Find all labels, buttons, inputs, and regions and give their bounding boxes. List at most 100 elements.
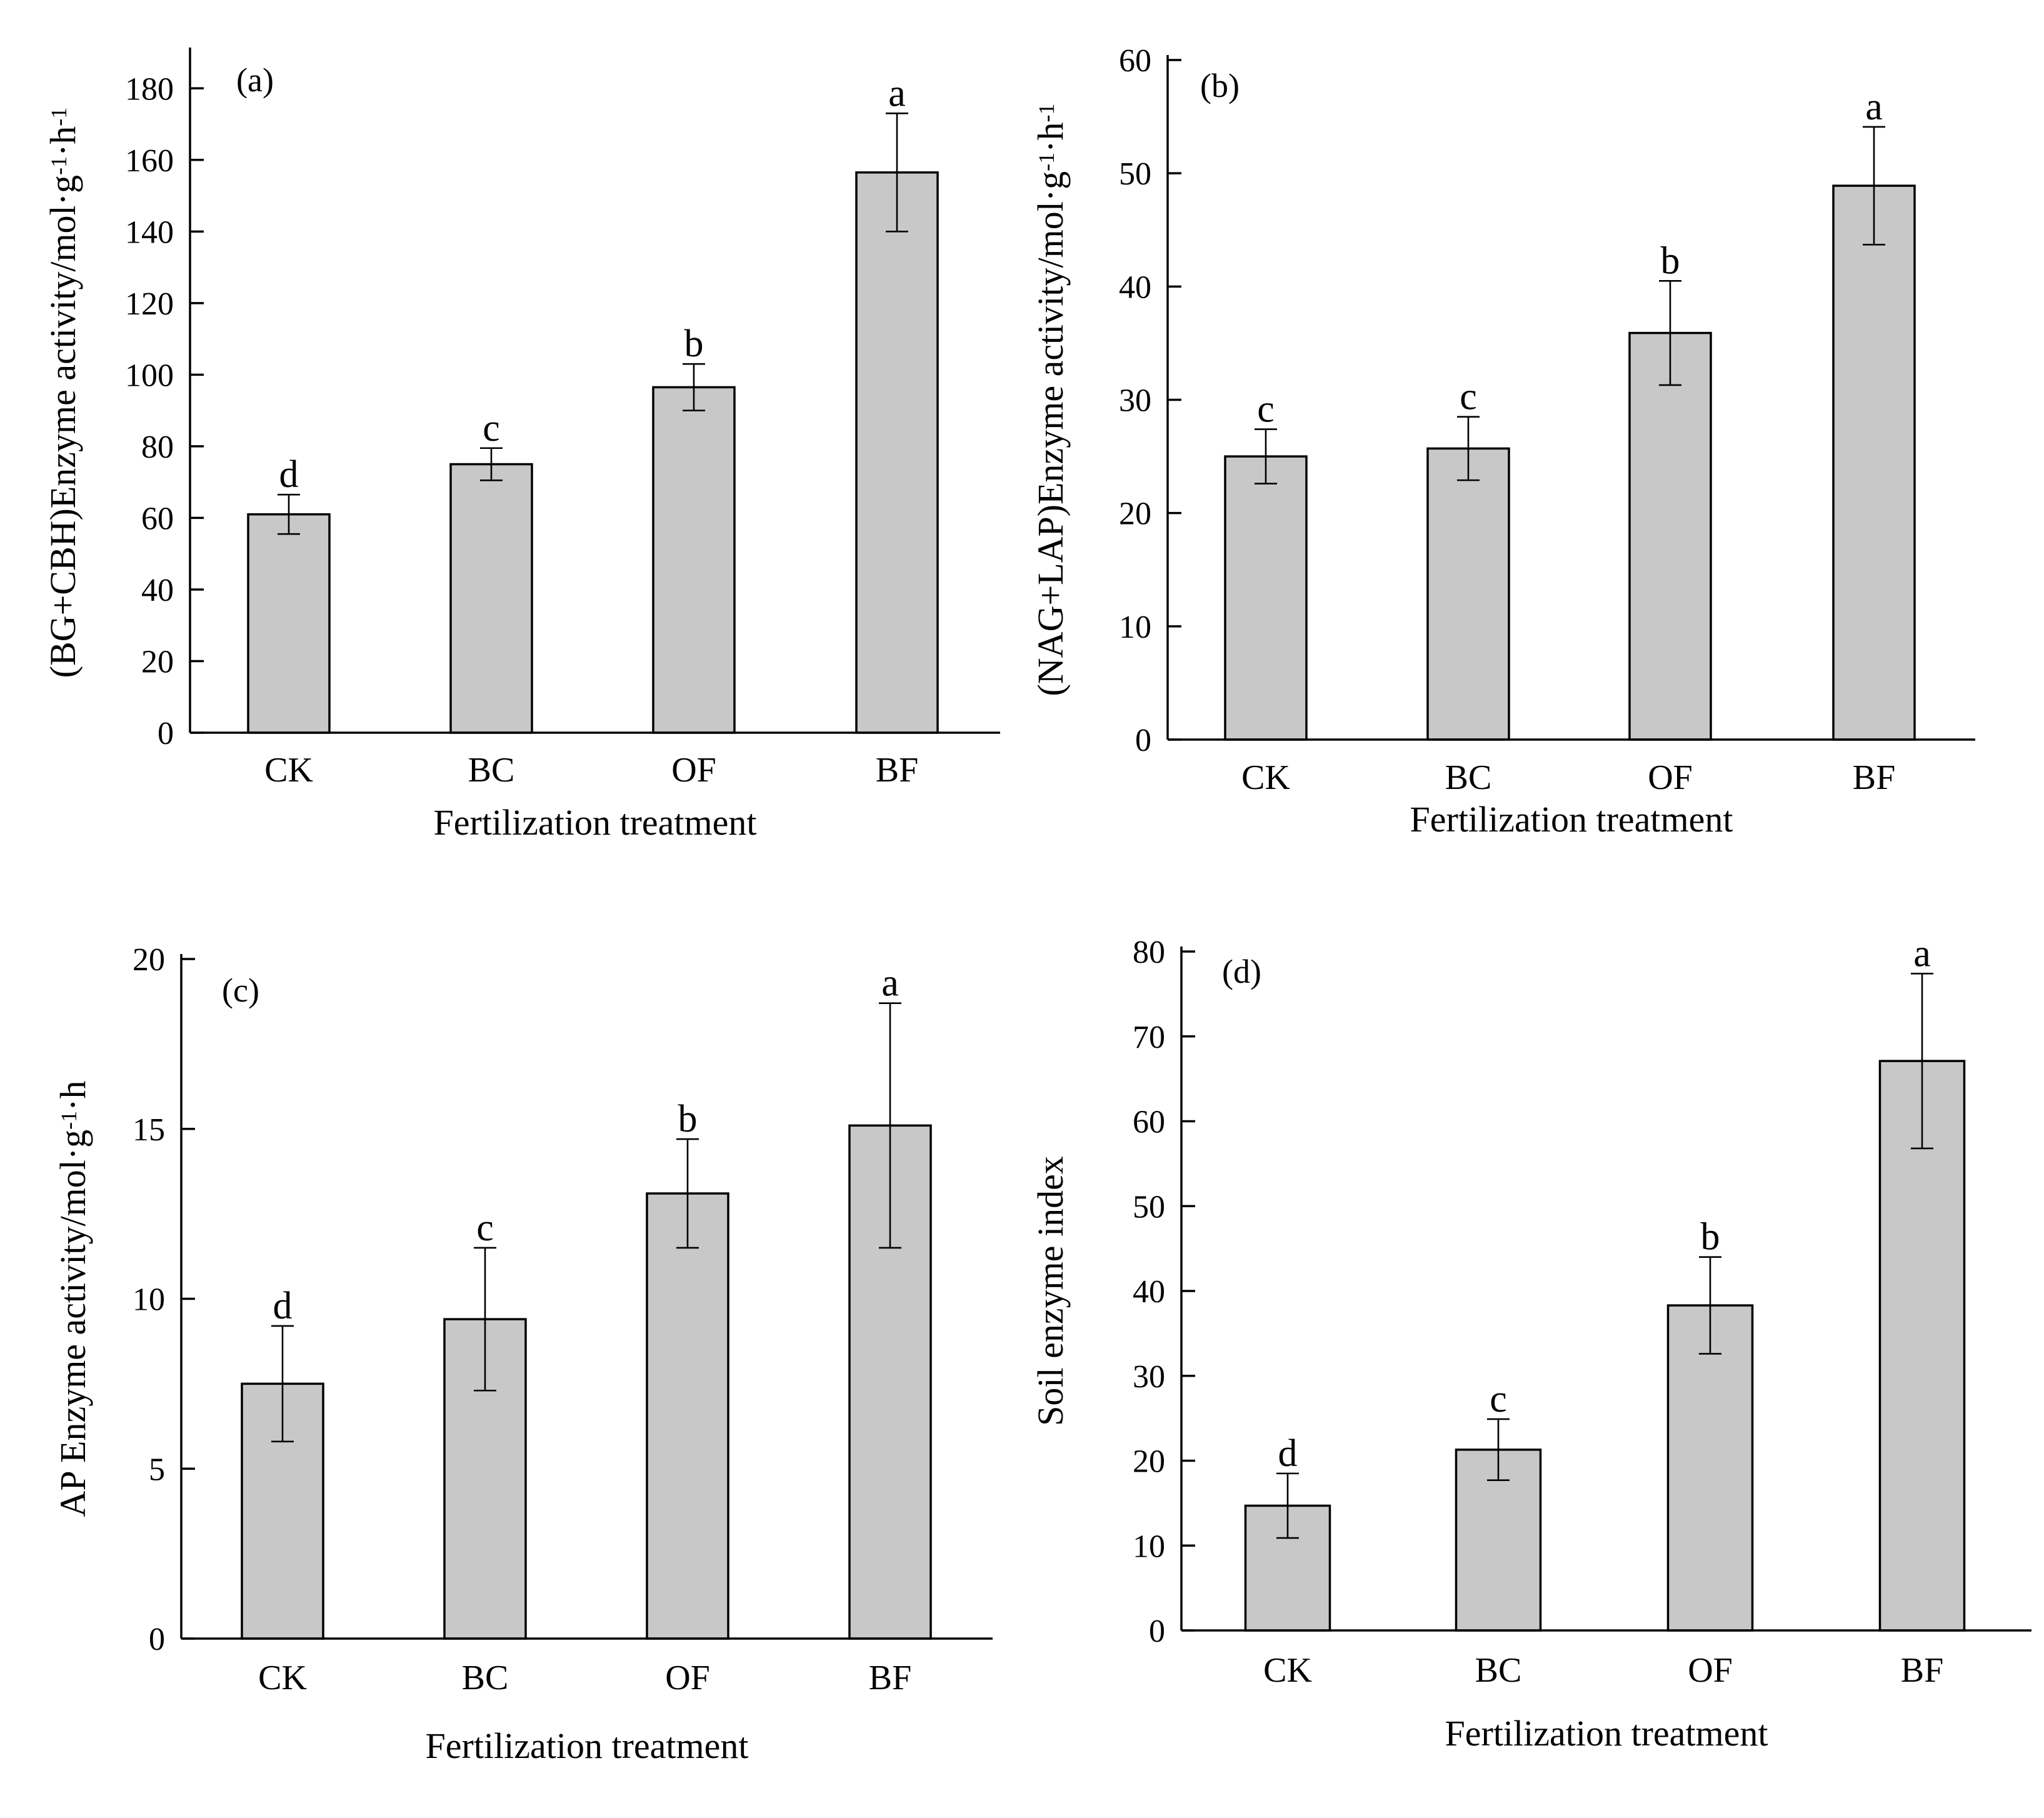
y-axis-title-superscript: -1	[1034, 103, 1059, 122]
panel-label: (c)	[222, 972, 259, 1009]
significance-label: b	[1661, 239, 1680, 282]
x-axis-title: Fertilization treatment	[434, 802, 757, 843]
y-tick-label: 140	[125, 214, 174, 250]
x-tick-label: BF	[1853, 758, 1896, 797]
bar-bc	[1426, 447, 1510, 741]
significance-label: a	[1913, 932, 1931, 975]
y-tick-label: 80	[141, 429, 174, 465]
panel-label: (d)	[1222, 953, 1261, 990]
y-tick-label: 50	[1133, 1189, 1165, 1225]
y-axis-title-superscript: -1	[1034, 153, 1059, 171]
bar-ck	[1224, 455, 1308, 741]
y-tick-label: 100	[125, 358, 174, 393]
significance-label: a	[881, 962, 899, 1005]
y-tick-label: 50	[1119, 156, 1151, 192]
significance-label: b	[678, 1098, 698, 1140]
x-tick-label: BC	[468, 751, 515, 790]
significance-label: d	[1278, 1432, 1298, 1475]
bar-of	[646, 1192, 729, 1640]
y-tick-label: 30	[1119, 383, 1151, 419]
significance-label: b	[684, 323, 704, 365]
y-axis-title: AP Enzyme activity/mol·g-1·h	[53, 1081, 93, 1517]
bar-bc	[1455, 1449, 1542, 1632]
y-tick-label: 30	[1133, 1359, 1165, 1395]
y-tick-label: 15	[133, 1112, 165, 1148]
y-tick-label: 70	[1133, 1020, 1165, 1055]
y-axis-title: (NAG+LAP)Enzyme activity/mol·g-1·h-1	[1030, 103, 1071, 696]
y-tick-label: 10	[1133, 1529, 1165, 1564]
x-tick-label: BF	[876, 751, 919, 790]
panel-label: (b)	[1200, 67, 1240, 104]
x-tick-label: CK	[264, 751, 313, 790]
y-axis-title: (BG+CBH)Enzyme activity/mol·g-1·h-1	[43, 108, 83, 678]
y-tick-label: 10	[1119, 610, 1151, 645]
y-tick-label: 20	[1119, 496, 1151, 532]
bar-bf	[1832, 184, 1916, 741]
panel-label: (a)	[236, 61, 274, 99]
y-tick-label: 20	[141, 644, 174, 680]
y-tick-label: 20	[1133, 1444, 1165, 1480]
y-axis-title-part: (NAG+LAP)Enzyme activity/mol·g	[1030, 171, 1071, 696]
significance-label: a	[1865, 86, 1883, 128]
x-tick-label: CK	[1241, 758, 1290, 797]
significance-label: c	[1257, 388, 1275, 431]
x-axis-title: Fertilization treatment	[1410, 799, 1733, 840]
y-tick-label: 5	[149, 1452, 165, 1487]
significance-label: c	[1490, 1378, 1507, 1420]
chart-panel-a: d CK c BC b OF a BF 0 20 40 60 80 100 120 140 160 180 Fert…	[43, 48, 1000, 843]
y-axis-title-part: ·h	[53, 1081, 93, 1111]
y-tick-label: 40	[1133, 1274, 1165, 1310]
x-tick-label: BC	[1445, 758, 1492, 797]
y-tick-label: 160	[125, 143, 174, 179]
y-tick-label: 0	[158, 716, 174, 751]
chart-panel-d: d CK c BC b OF a BF 0 10 20 30 40 50 60 70 80 Fertilizati…	[1030, 932, 2031, 1754]
chart-panel-b: c CK c BC b OF a BF 0 10 20 30 40 50 60 Fertilization t…	[1030, 43, 1975, 840]
x-tick-label: OF	[671, 751, 716, 790]
bar-of	[1628, 331, 1712, 741]
significance-label: c	[483, 407, 500, 449]
y-tick-label: 60	[141, 501, 174, 536]
chart-panel-c: d CK c BC b OF a BF 0 5 10 15 20 Fertilization treatm…	[53, 942, 993, 1766]
y-axis-title-part: (BG+CBH)Enzyme activity/mol·g	[43, 175, 83, 678]
x-axis-title: Fertilization treatment	[426, 1725, 749, 1766]
significance-label: d	[279, 453, 299, 496]
x-tick-label: CK	[1263, 1651, 1312, 1690]
x-tick-label: BC	[1475, 1651, 1522, 1690]
x-tick-label: OF	[1688, 1651, 1733, 1690]
y-tick-label: 180	[125, 71, 174, 107]
y-tick-label: 40	[1119, 269, 1151, 305]
y-tick-label: 80	[1133, 935, 1165, 970]
significance-label: d	[273, 1285, 293, 1327]
x-tick-label: OF	[665, 1659, 710, 1697]
significance-label: b	[1701, 1216, 1720, 1258]
y-axis-title-superscript: -1	[46, 156, 71, 175]
y-tick-label: 0	[149, 1622, 165, 1657]
significance-label: a	[888, 72, 906, 114]
x-tick-label: BF	[869, 1659, 912, 1697]
y-tick-label: 120	[125, 286, 174, 322]
x-tick-label: BF	[1901, 1651, 1944, 1690]
x-tick-label: CK	[258, 1659, 307, 1697]
y-tick-label: 0	[1135, 723, 1151, 758]
x-tick-label: BC	[462, 1659, 509, 1697]
y-tick-label: 20	[133, 942, 165, 978]
x-tick-label: OF	[1648, 758, 1693, 797]
y-tick-label: 60	[1119, 43, 1151, 79]
y-axis-title-part: ·h	[1030, 122, 1071, 152]
bar-ck	[247, 513, 331, 734]
y-tick-label: 40	[141, 573, 174, 608]
bar-of	[652, 386, 736, 734]
y-axis-title-part: ·h	[43, 126, 83, 156]
significance-label: c	[1460, 376, 1477, 418]
x-axis-title: Fertilization treatment	[1445, 1713, 1768, 1754]
y-axis-title-part: Soil enzyme index	[1030, 1156, 1071, 1426]
y-axis-title-superscript: -1	[46, 108, 71, 126]
bar-bf	[855, 171, 939, 734]
bar-of	[1666, 1304, 1754, 1632]
significance-label: c	[476, 1207, 494, 1249]
y-axis-title-superscript: -1	[56, 1111, 81, 1130]
y-tick-label: 10	[133, 1282, 165, 1318]
bar-bc	[449, 463, 533, 734]
y-axis-title: Soil enzyme index	[1030, 1156, 1071, 1426]
